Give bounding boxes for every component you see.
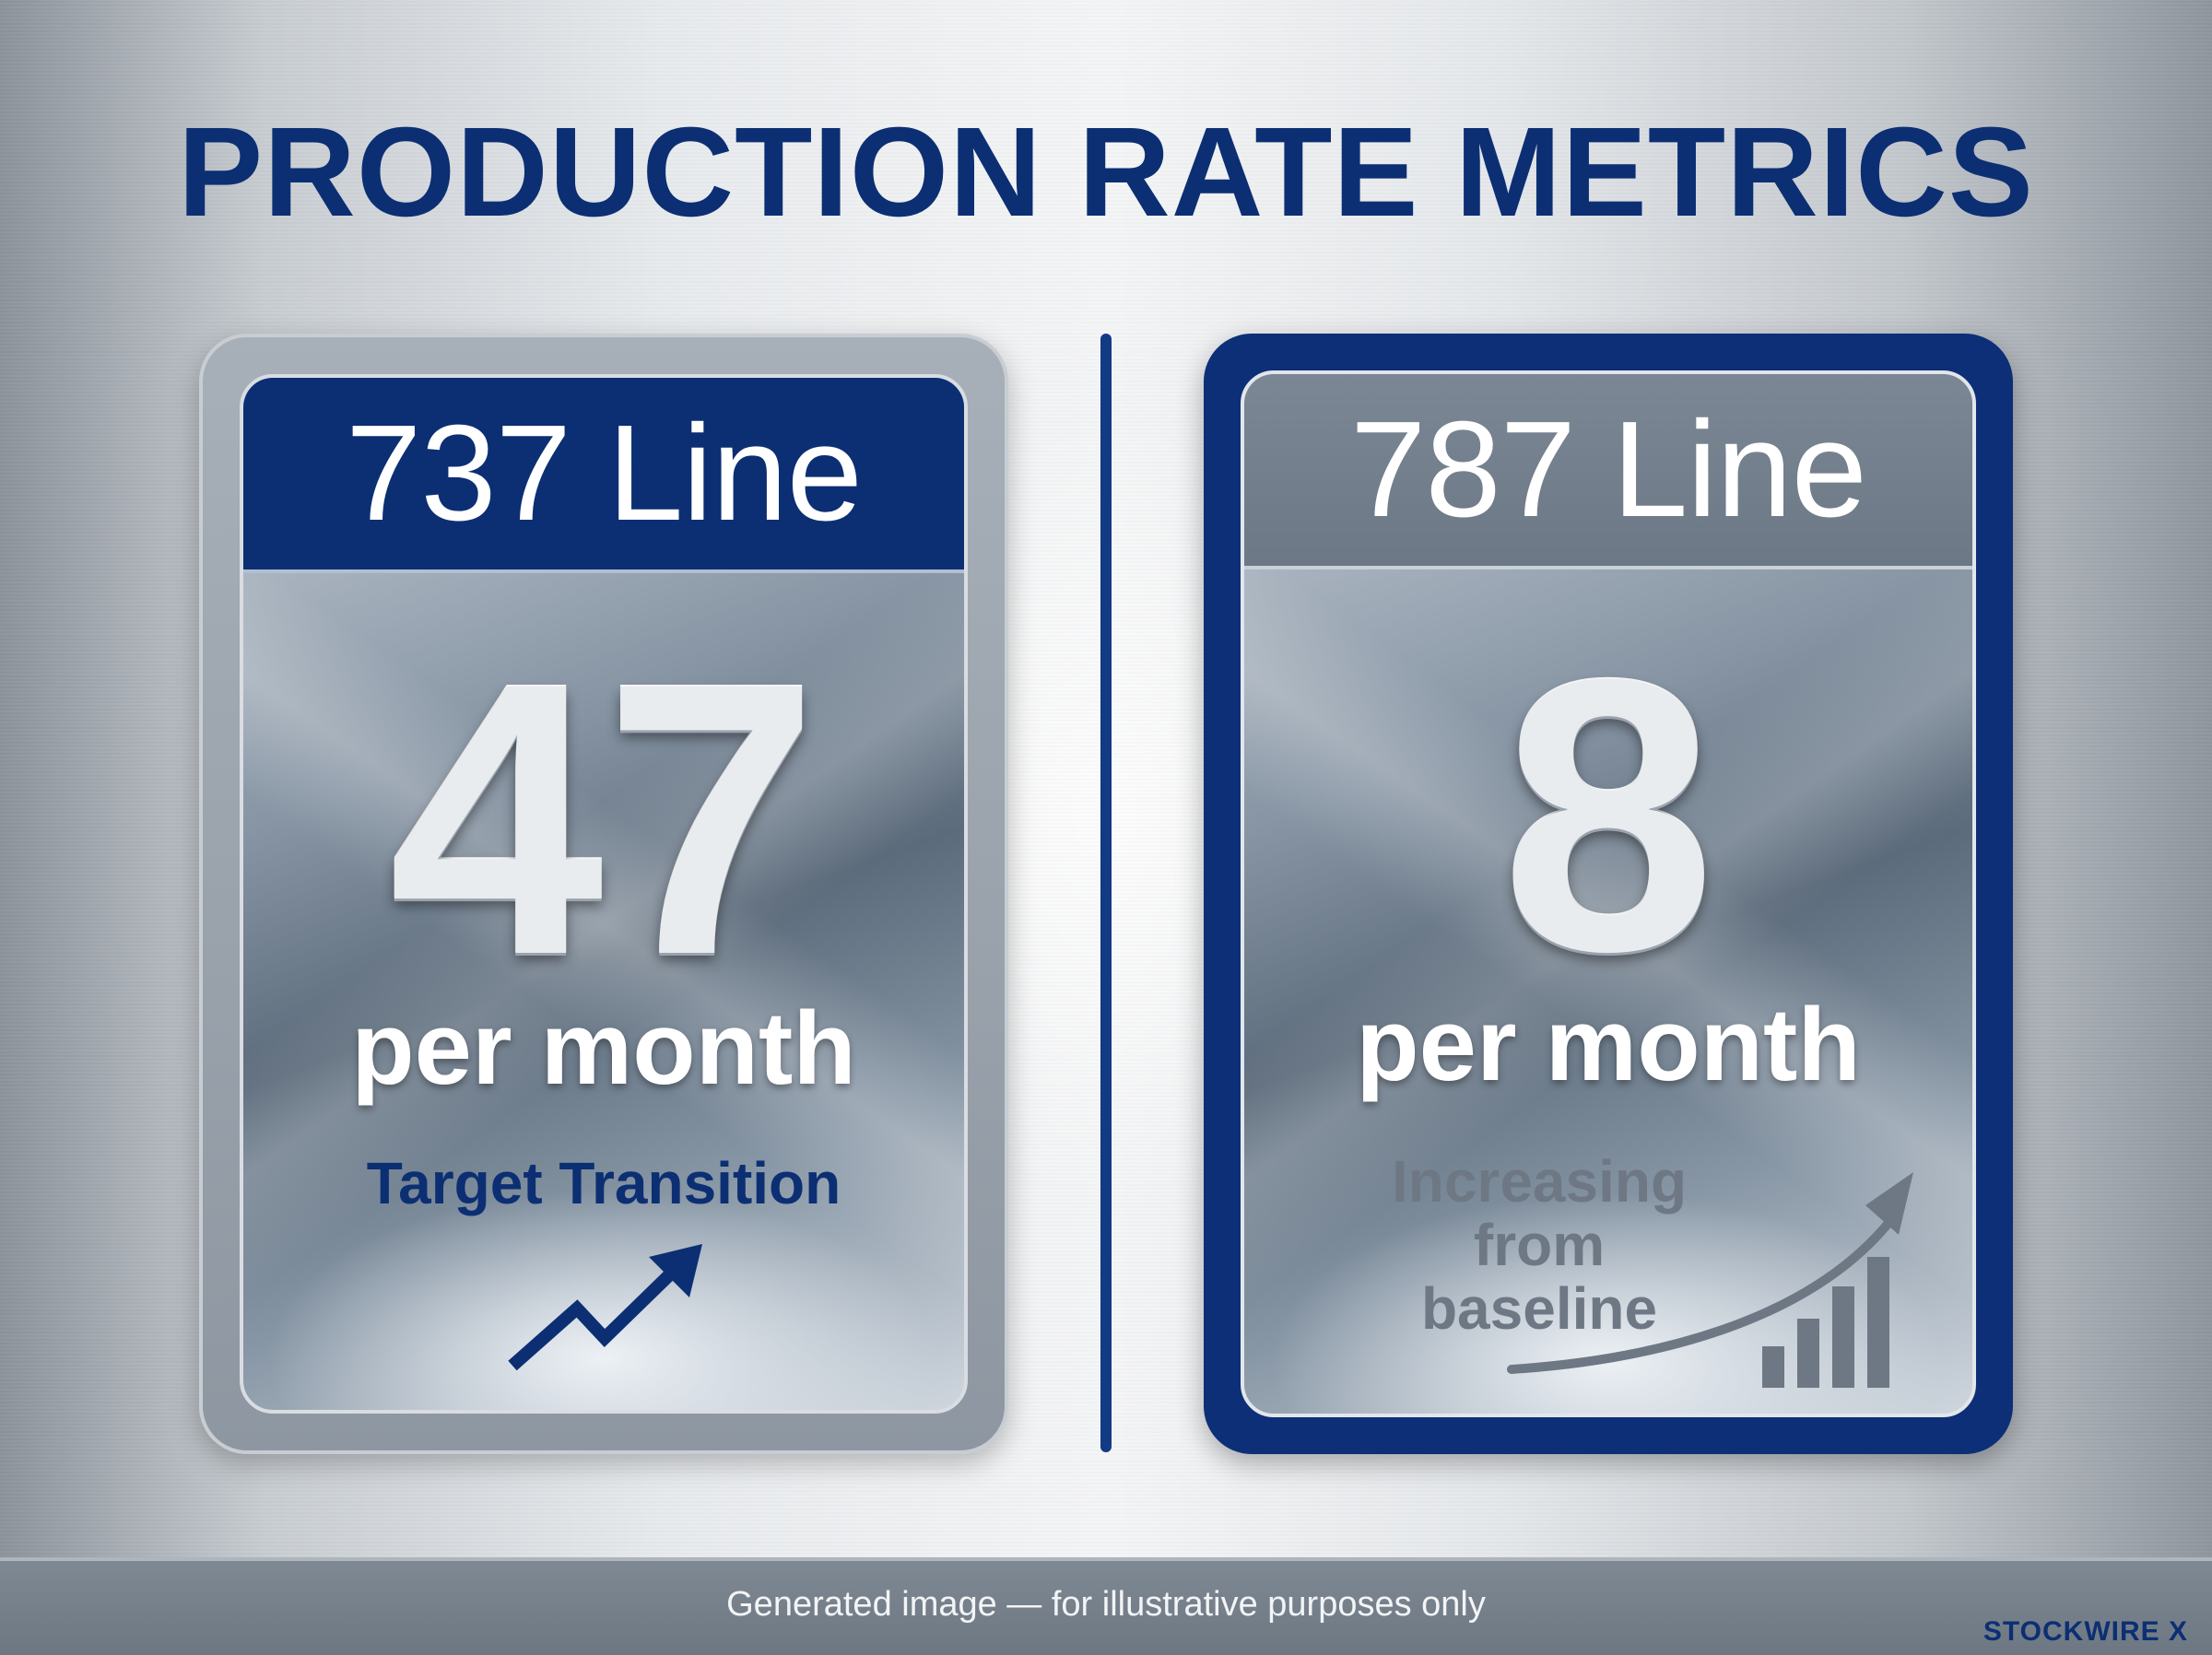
card-787-panel: 787 Line 8 per month Increasing from bas…: [1241, 370, 1976, 1417]
growth-bars-arrow-icon: [1507, 1172, 1913, 1388]
card-737-line: 737 Line 47 per month Target Transition: [199, 334, 1008, 1454]
bar-1: [1762, 1346, 1784, 1388]
footer-bar: Generated image — for illustrative purpo…: [0, 1557, 2212, 1655]
zigzag-up-arrow-icon: [508, 1244, 702, 1371]
card-737-rate-unit: per month: [351, 991, 856, 1106]
page-title: PRODUCTION RATE METRICS: [178, 101, 2034, 243]
card-787-rate-unit: per month: [1356, 987, 1861, 1102]
card-737-rate-value: 47: [388, 604, 819, 1036]
bar-3: [1832, 1286, 1854, 1388]
card-787-note: Increasing from baseline: [1336, 1148, 1742, 1343]
center-divider: [1100, 334, 1112, 1452]
bar-4: [1867, 1257, 1889, 1388]
bar-2: [1797, 1319, 1819, 1388]
card-787-header: 787 Line: [1244, 374, 1972, 569]
card-737-note: Target Transition: [366, 1150, 841, 1216]
footer-disclaimer: Generated image — for illustrative purpo…: [726, 1585, 1486, 1624]
card-787-note-line1: Increasing from: [1391, 1148, 1688, 1279]
card-737-header: 737 Line: [243, 378, 964, 573]
card-787-line: 787 Line 8 per month Increasing from bas…: [1204, 334, 2013, 1454]
card-787-rate-value: 8: [1500, 600, 1716, 1032]
card-737-panel: 737 Line 47 per month Target Transition: [240, 374, 968, 1414]
card-787-note-line2: baseline: [1420, 1275, 1658, 1343]
brand-logo: STOCKWIRE X: [1983, 1616, 2188, 1647]
